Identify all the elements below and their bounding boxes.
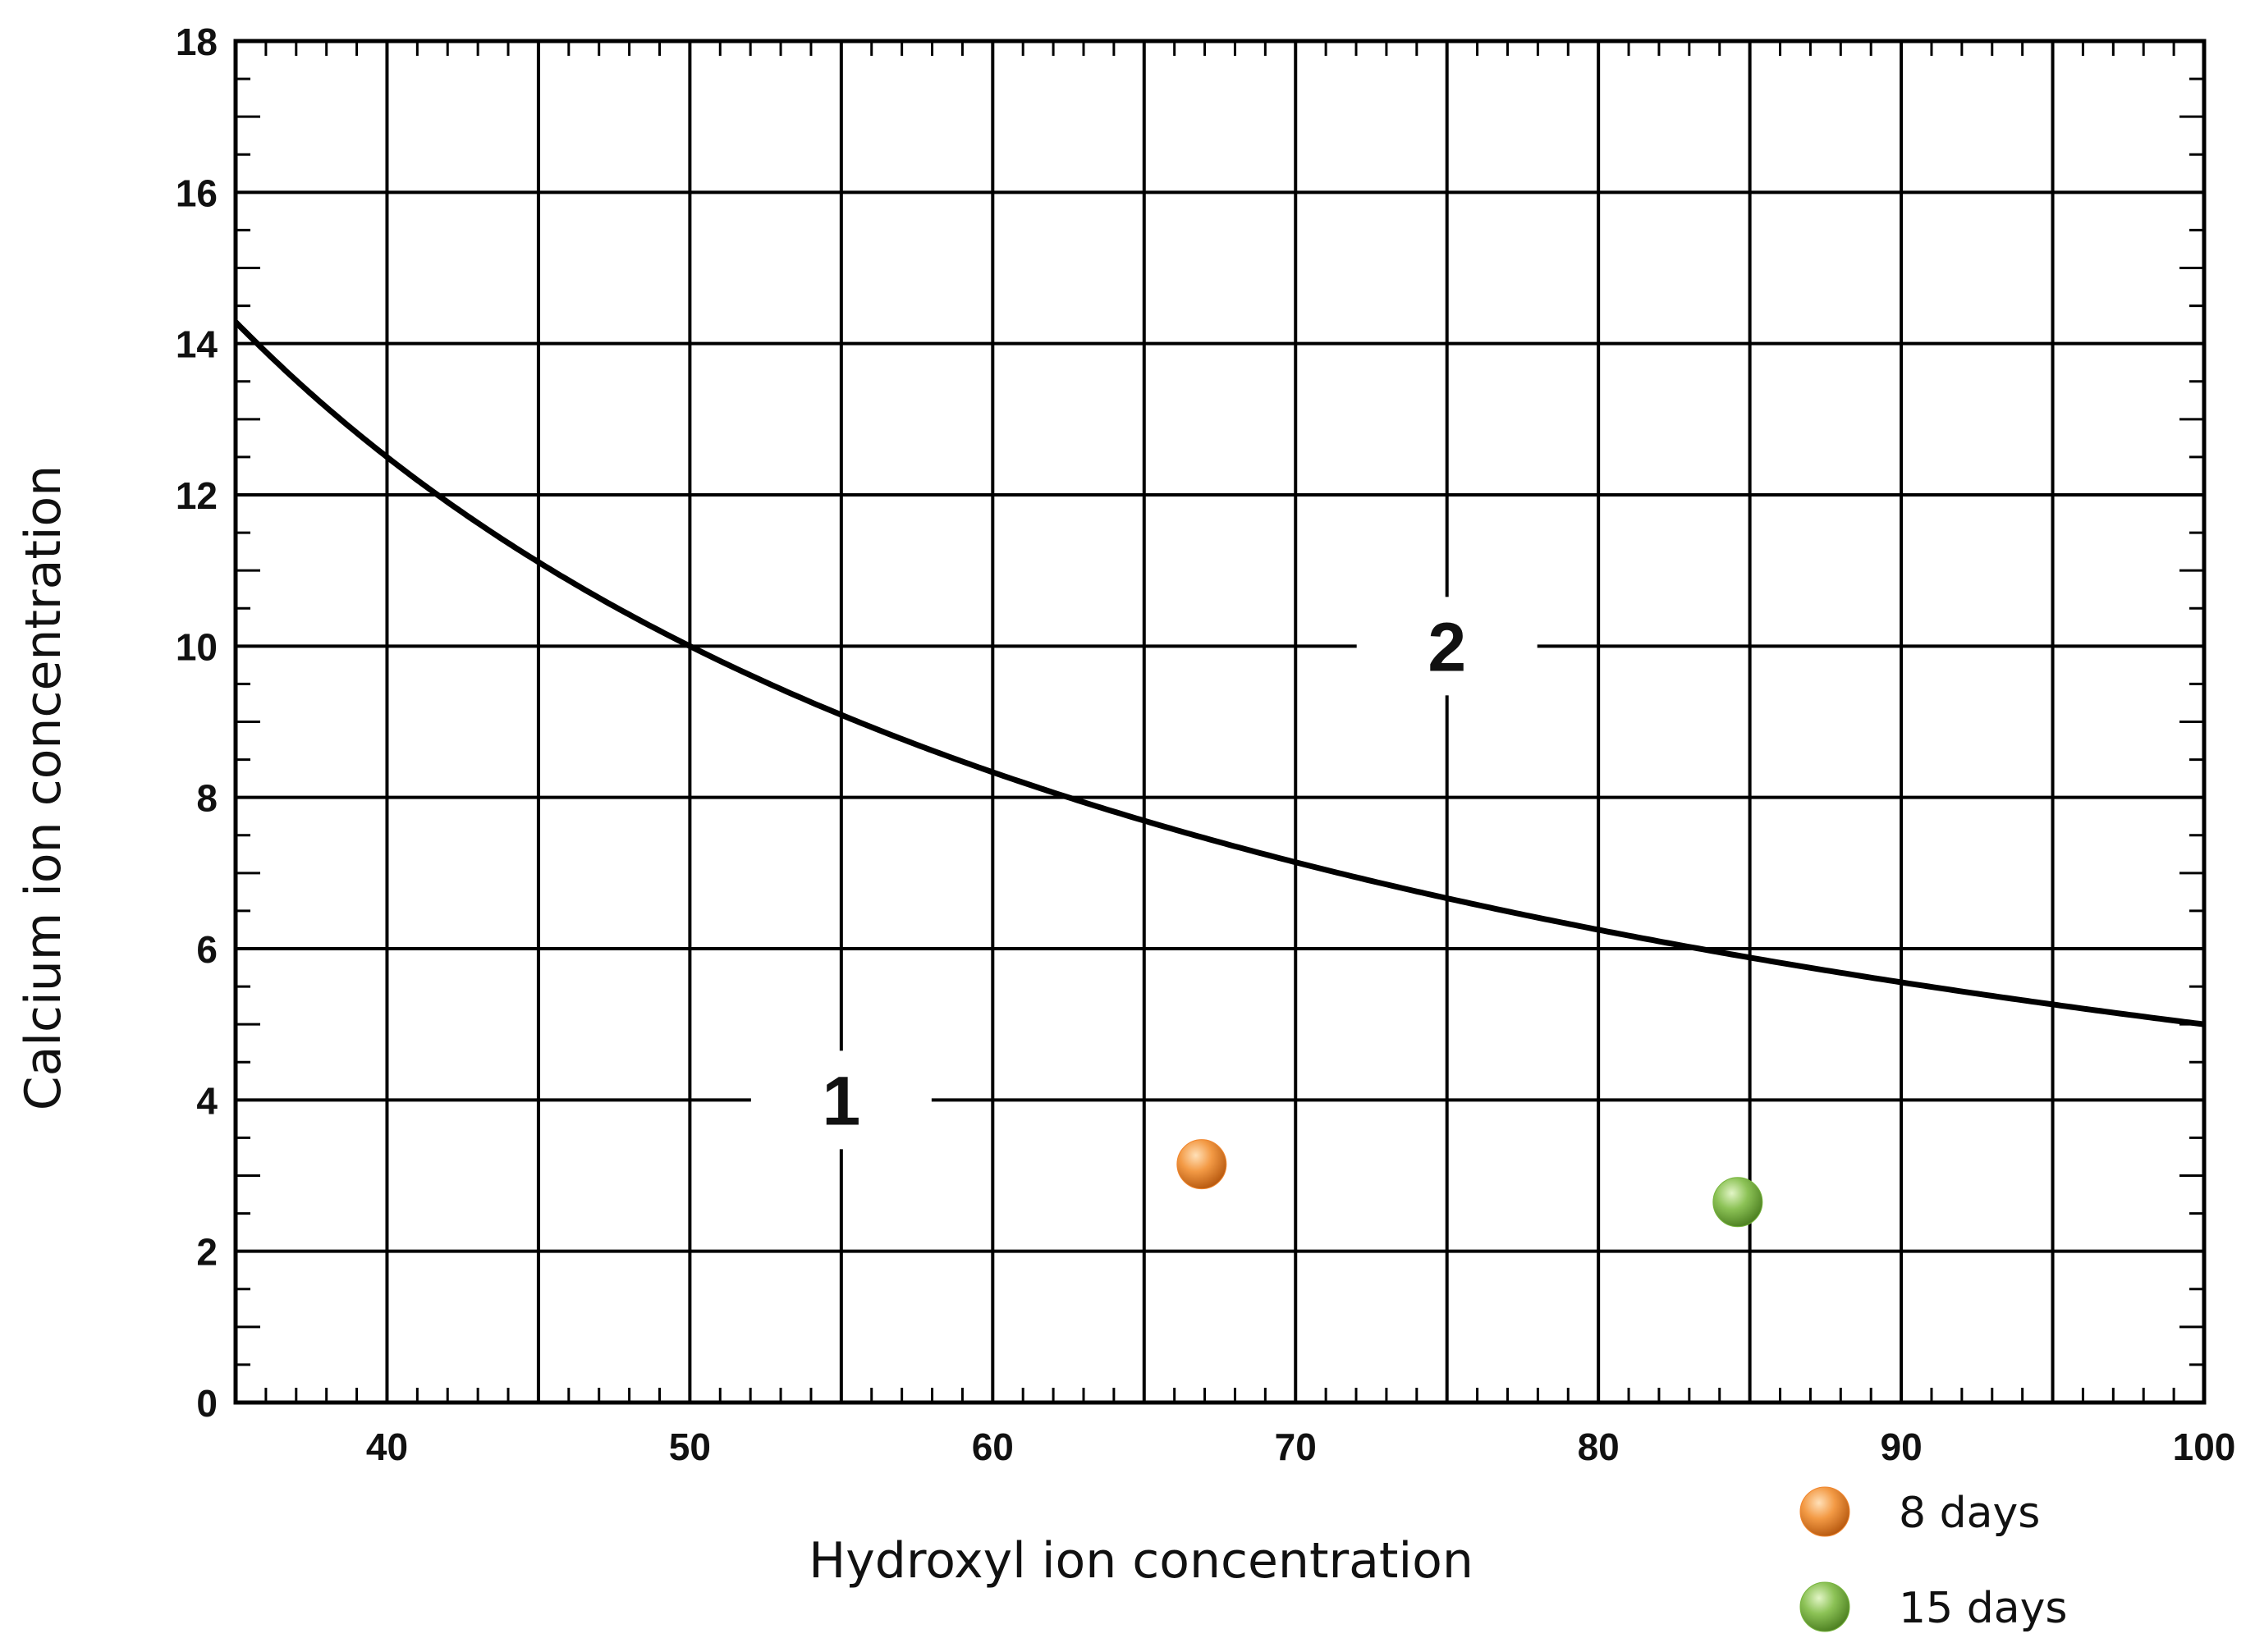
legend: 8 days 15 days <box>1799 1486 2067 1633</box>
y-tick-label: 6 <box>196 928 218 971</box>
y-tick-label: 4 <box>196 1079 218 1122</box>
y-tick-label: 10 <box>176 625 218 668</box>
x-tick-label: 50 <box>669 1425 711 1468</box>
y-tick-label: 16 <box>176 172 218 214</box>
x-tick-label: 80 <box>1578 1425 1620 1468</box>
y-tick-label: 14 <box>176 323 218 366</box>
region-label-2: 2 <box>1428 608 1466 685</box>
minor-ticks <box>234 39 2206 1404</box>
y-tick-label: 0 <box>196 1382 218 1425</box>
grid <box>234 39 2206 1404</box>
legend-label: 15 days <box>1899 1584 2067 1633</box>
legend-marker <box>1799 1486 1850 1537</box>
region-label-bg <box>1356 597 1538 696</box>
y-tick-label: 18 <box>176 21 218 63</box>
data-points <box>1176 1139 1763 1228</box>
plot-frame <box>233 39 2207 1405</box>
x-tick-label: 70 <box>1275 1425 1317 1468</box>
y-tick-label: 2 <box>196 1231 218 1274</box>
legend-label: 8 days <box>1899 1489 2040 1538</box>
data-point-8-days <box>1176 1139 1227 1190</box>
y-tick-labels: 0 2 4 6 8 10 12 14 16 18 <box>176 21 218 1425</box>
x-tick-label: 90 <box>1880 1425 1922 1468</box>
region-labels: 12 <box>750 597 1538 1150</box>
legend-marker <box>1799 1581 1850 1632</box>
solubility-curve <box>233 319 2205 1027</box>
y-axis-label: Calcium ion concentration <box>15 465 72 1111</box>
region-label-1: 1 <box>822 1062 860 1139</box>
x-tick-label: 40 <box>366 1425 408 1468</box>
x-tick-labels: 40 50 60 70 80 90 100 <box>366 1425 2235 1468</box>
x-tick-label: 60 <box>972 1425 1014 1468</box>
y-tick-label: 8 <box>196 777 218 820</box>
y-tick-label: 12 <box>176 474 218 517</box>
x-axis-label: Hydroxyl ion concentration <box>809 1532 1474 1590</box>
data-point-15-days <box>1712 1177 1763 1228</box>
region-label-bg <box>750 1050 932 1150</box>
x-tick-label: 100 <box>2173 1425 2236 1468</box>
